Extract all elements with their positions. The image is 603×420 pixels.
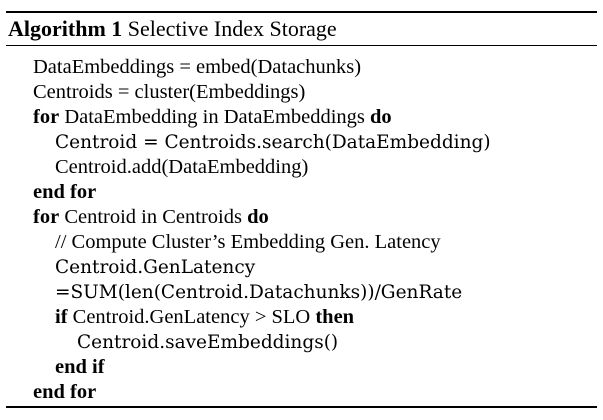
line-text: Centroid in Centroids [59,206,248,228]
keyword: do [247,206,269,228]
keyword: then [315,306,355,328]
algorithm-line: if Centroid.GenLatency > SLO then [55,305,354,330]
algorithm-line: for DataEmbedding in DataEmbeddings do [33,105,392,130]
algorithm-line: DataEmbeddings = embed(Datachunks) [33,55,361,80]
line-text: Centroid.add(DataEmbedding) [55,156,309,178]
algorithm-line: end for [33,380,96,405]
line-text: DataEmbedding in DataEmbeddings [59,106,371,128]
keyword: end for [33,181,97,203]
algorithm-line: Centroid = Centroids.search(DataEmbeddin… [55,130,491,155]
algorithm-title: Selective Index Storage [127,16,337,41]
algorithm-line: Centroid.add(DataEmbedding) [55,155,308,180]
line-text: DataEmbeddings = embed(Datachunks) [33,56,362,78]
algorithm-line: end if [55,355,105,380]
caption-rule [6,45,597,46]
algorithm-line: Centroid.GenLatency [55,255,255,280]
keyword: if [55,306,68,328]
line-text: Centroids = cluster(Embeddings) [33,81,306,103]
keyword: end if [55,356,105,378]
keyword: end for [33,381,97,403]
line-text: Centroid.saveEmbeddings() [77,332,339,353]
line-text: // Compute Cluster’s Embedding Gen. Late… [55,231,441,253]
algorithm-line: Centroid.saveEmbeddings() [77,330,338,355]
algorithm-line: Centroids = cluster(Embeddings) [33,80,305,105]
algorithm-line: // Compute Cluster’s Embedding Gen. Late… [55,230,441,255]
line-text: =SUM(len(Centroid.Datachunks))/GenRate [55,282,463,303]
line-text: Centroid = Centroids.search(DataEmbeddin… [55,132,491,153]
algorithm-caption: Algorithm 1 Selective Index Storage [8,14,337,44]
line-text: Centroid.GenLatency [55,257,256,278]
line-text: Centroid.GenLatency > SLO [67,306,316,328]
algorithm-line: for Centroid in Centroids do [33,205,269,230]
bottom-rule [6,406,597,408]
top-rule [6,11,597,13]
keyword: for [33,206,60,228]
algorithm-label: Algorithm 1 [8,16,123,41]
keyword: for [33,106,60,128]
algorithm-line: end for [33,180,96,205]
algorithm-line: =SUM(len(Centroid.Datachunks))/GenRate [55,280,462,305]
keyword: do [370,106,392,128]
